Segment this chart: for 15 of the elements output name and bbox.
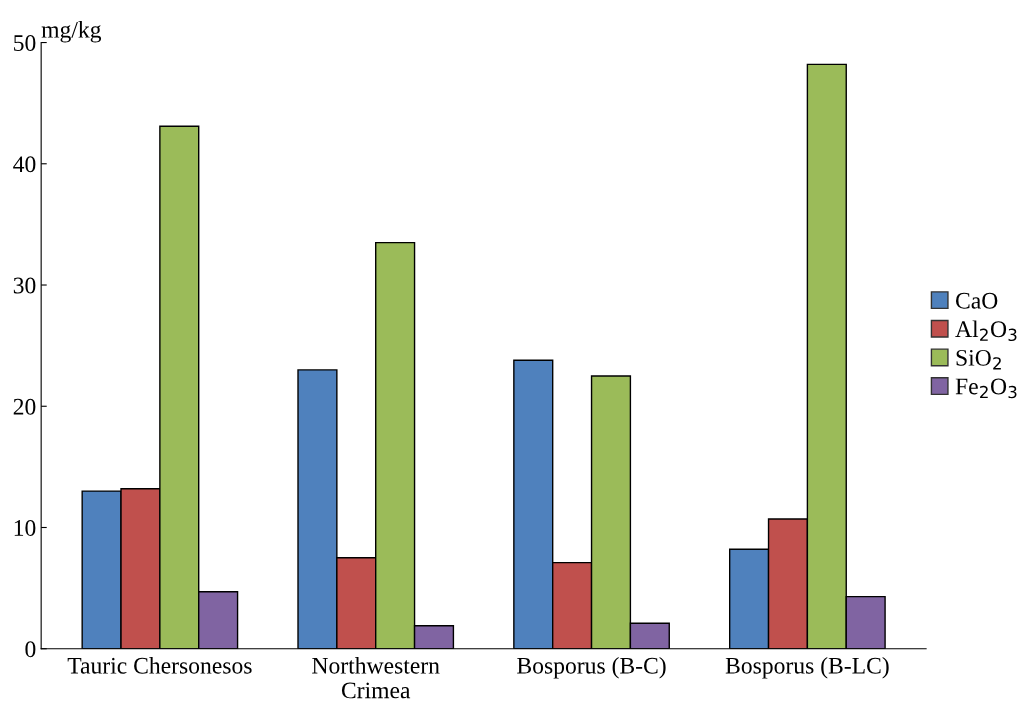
legend-label: SiO$_{2}$ bbox=[956, 349, 1001, 370]
x-tick-label: Bosporus (B-LC) bbox=[725, 657, 889, 679]
y-tick-label: 30 bbox=[13, 277, 36, 294]
y-tick-label: 40 bbox=[13, 156, 36, 173]
x-tick-label: Tauric Chersonesos bbox=[67, 657, 252, 674]
x-tick-label: Northwestern Crimea bbox=[312, 657, 440, 699]
y-tick-label: 20 bbox=[13, 398, 36, 415]
y-axis-title: mg/kg bbox=[41, 21, 102, 43]
legend-label: Al$_{2}$O$_{3}$ bbox=[955, 320, 1017, 342]
y-tick-label: 0 bbox=[25, 641, 36, 658]
y-tick-label: 10 bbox=[14, 519, 36, 536]
x-tick-label: Bosporus (B-C) bbox=[517, 657, 666, 679]
legend-label: CaO bbox=[956, 292, 998, 309]
legend-label: Fe$_{2}$O$_{3}$ bbox=[955, 378, 1017, 399]
y-tick-label: 50 bbox=[14, 35, 36, 51]
